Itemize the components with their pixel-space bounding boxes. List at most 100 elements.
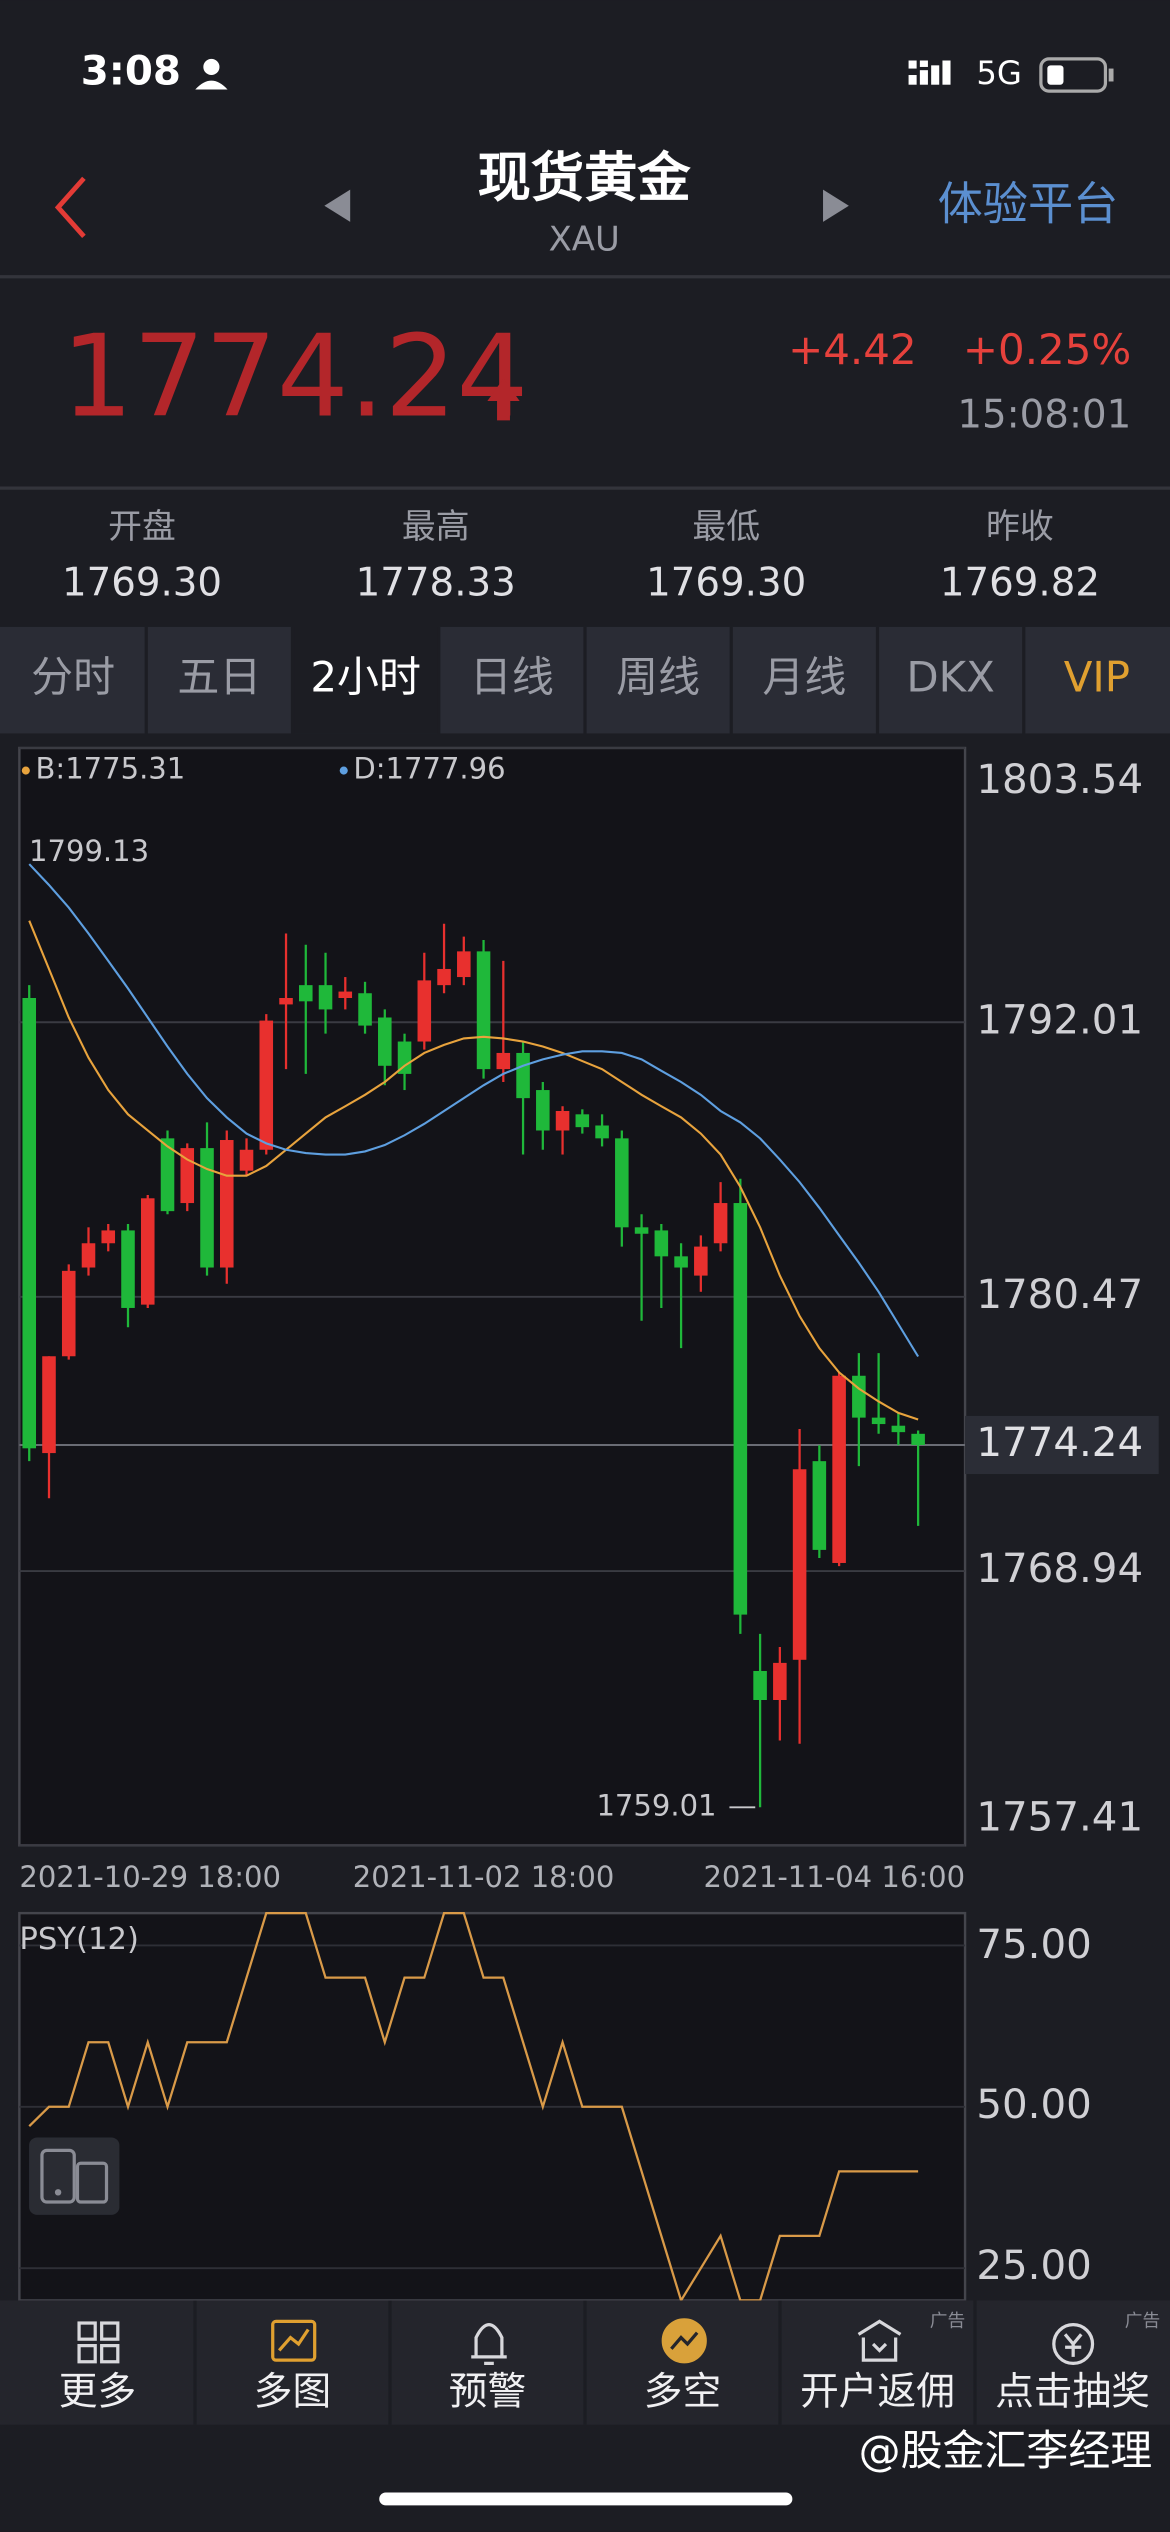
stat-label: 昨收 xyxy=(986,507,1054,546)
x-tick-label: 2021-10-29 18:00 xyxy=(19,1860,281,1894)
watermark: @股金汇李经理 xyxy=(859,2426,1153,2475)
candle-body xyxy=(61,1270,76,1357)
candle-body xyxy=(457,951,471,978)
candle-body xyxy=(476,951,491,1070)
change-pct: +0.25% xyxy=(963,325,1131,374)
title: 现货黄金 xyxy=(478,147,692,209)
tab[interactable]: 五日 xyxy=(177,653,261,702)
candle-body xyxy=(42,1356,56,1454)
person-icon xyxy=(195,58,228,90)
change: +4.42 xyxy=(788,325,917,374)
candle-body xyxy=(615,1138,629,1228)
candle-body xyxy=(239,1149,254,1171)
subtitle: XAU xyxy=(549,220,620,259)
legend-dot xyxy=(21,766,30,775)
candle-body xyxy=(891,1425,906,1433)
candle-body xyxy=(200,1148,214,1268)
network: 5G xyxy=(976,54,1022,92)
nav-label[interactable]: 多空 xyxy=(644,2370,721,2415)
candle-body xyxy=(121,1230,135,1308)
candle-body xyxy=(437,968,451,986)
tab[interactable]: 2小时 xyxy=(310,653,421,702)
tab[interactable]: 月线 xyxy=(762,653,846,702)
candle-body xyxy=(259,1020,274,1150)
y-tick-label: 1768.94 xyxy=(976,1545,1143,1592)
candle-body xyxy=(101,1230,116,1244)
legend-label: D:1777.96 xyxy=(353,752,505,786)
tab[interactable]: 分时 xyxy=(31,653,115,702)
candle-body xyxy=(516,1052,530,1099)
legend-label: B:1775.31 xyxy=(36,752,186,786)
tab[interactable]: 周线 xyxy=(616,653,700,702)
candle-body xyxy=(595,1125,609,1139)
y-tick-label: 1757.41 xyxy=(976,1794,1143,1841)
price-tag-label: 1774.24 xyxy=(976,1419,1143,1466)
rotate-icon[interactable] xyxy=(29,2137,120,2215)
y-tick-label: 1780.47 xyxy=(976,1271,1143,1318)
candle-body xyxy=(773,1662,787,1701)
nav-icons xyxy=(77,2318,1095,2365)
signal-icon xyxy=(908,60,951,85)
candle-body xyxy=(417,980,432,1042)
nav-label[interactable]: 点击抽奖 xyxy=(995,2370,1150,2415)
indicator-line xyxy=(28,1912,919,2304)
y-tick-label: 25.00 xyxy=(976,2242,1091,2289)
tab[interactable]: DKX xyxy=(906,653,995,702)
candle-body xyxy=(713,1203,728,1244)
stat-label: 最高 xyxy=(402,507,470,546)
nav-label[interactable]: 开户返佣 xyxy=(800,2370,955,2415)
candle-body xyxy=(81,1243,96,1268)
next-button[interactable] xyxy=(823,189,849,222)
prev-button[interactable] xyxy=(324,189,351,222)
candle-body xyxy=(279,997,293,1005)
indicator-title: PSY(12) xyxy=(19,1922,139,1957)
candle-body xyxy=(397,1041,412,1074)
y-tick-label: 1803.54 xyxy=(976,756,1143,803)
last-price: 1774.24 xyxy=(61,311,528,443)
candle-body xyxy=(634,1227,649,1234)
candle-body xyxy=(832,1375,846,1563)
tab[interactable]: VIP xyxy=(1064,653,1130,702)
candle-body xyxy=(852,1375,866,1418)
stat-value: 1778.33 xyxy=(356,560,516,605)
candle-body xyxy=(812,1461,827,1550)
legend-dot xyxy=(339,766,348,775)
nav-label[interactable]: 多图 xyxy=(254,2370,331,2415)
ad-tag: 广告 xyxy=(1125,2310,1161,2331)
moving-average xyxy=(28,920,919,1421)
candle-body xyxy=(536,1090,550,1131)
nav-label[interactable]: 预警 xyxy=(449,2370,526,2415)
back-button[interactable] xyxy=(54,176,86,239)
price-tag xyxy=(965,1415,1159,1475)
candle-body xyxy=(318,985,333,1010)
candle-body xyxy=(299,985,313,1002)
plot: 1803.54 1792.01 1780.47 1768.94 1757.41 1774.… xyxy=(19,747,1159,2304)
quote-time: 15:08:01 xyxy=(957,393,1131,438)
nav-label[interactable]: 更多 xyxy=(59,2370,136,2415)
candle-body xyxy=(871,1417,886,1425)
stat-value: 1769.30 xyxy=(62,560,222,605)
stat-value: 1769.30 xyxy=(646,560,806,605)
candle-body xyxy=(911,1433,925,1445)
tabs: 分时 五日 2小时 日线 周线 月线 DKX VIP xyxy=(31,626,1130,734)
tab-selected xyxy=(292,626,439,734)
status-time: 3:08 xyxy=(81,47,181,94)
candle-body xyxy=(378,1017,392,1066)
stat-value: 1769.82 xyxy=(940,560,1100,605)
candle-body xyxy=(160,1138,175,1212)
ad-tag: 广告 xyxy=(930,2310,966,2331)
stats: 开盘 1769.30 最高 1778.33 最低 1769.30 昨收 1769.82 xyxy=(62,507,1100,605)
x-tick-label: 2021-11-04 16:00 xyxy=(703,1860,965,1894)
platform-link[interactable]: 体验平台 xyxy=(938,177,1119,230)
moving-average xyxy=(28,863,920,1358)
candle-body xyxy=(140,1198,155,1305)
y-tick-label: 1792.01 xyxy=(976,996,1143,1043)
candle-body xyxy=(496,1052,511,1070)
candle-body xyxy=(219,1140,234,1268)
tab[interactable]: 日线 xyxy=(470,653,554,702)
candle-body xyxy=(654,1230,669,1257)
candle-body xyxy=(694,1246,708,1276)
candle-body xyxy=(753,1670,767,1701)
